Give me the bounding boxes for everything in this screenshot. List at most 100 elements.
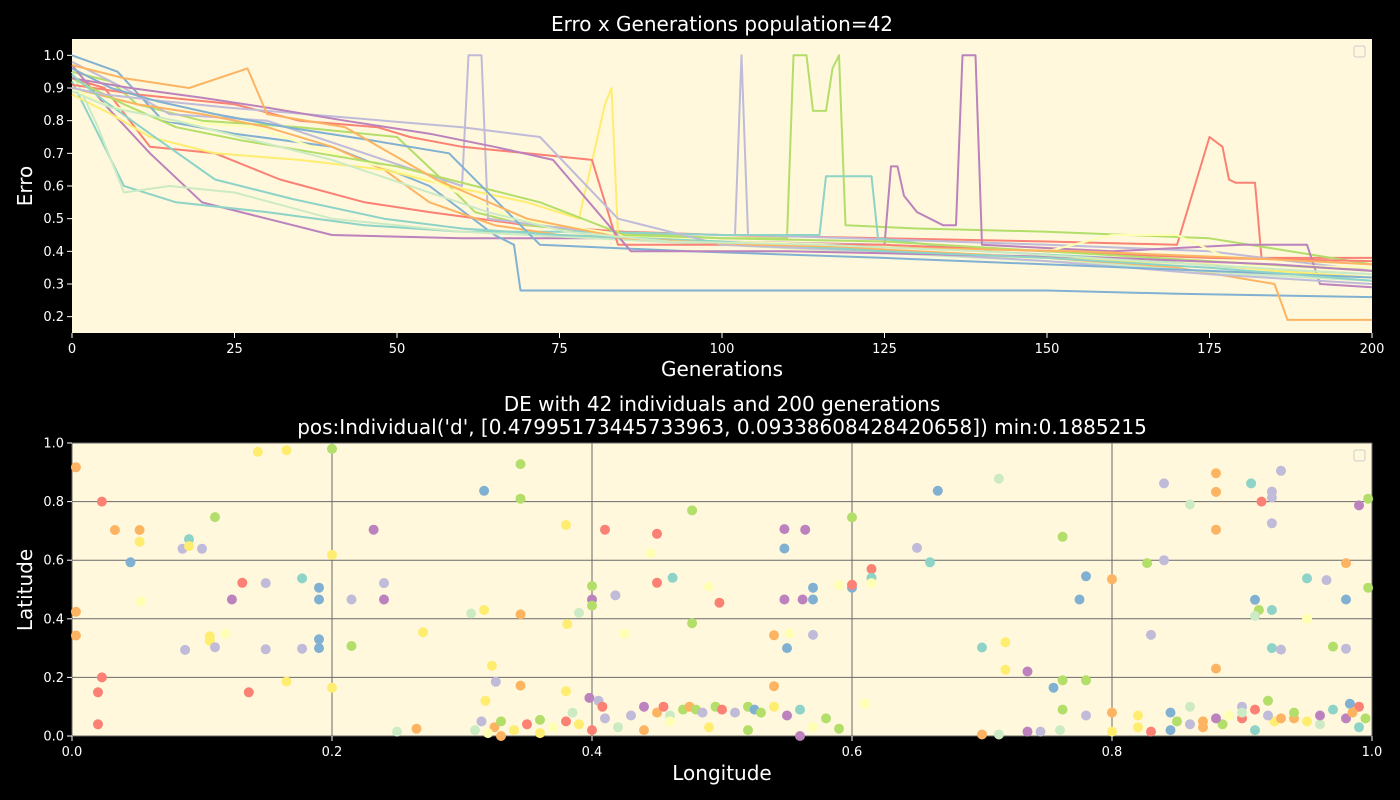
scatter-point xyxy=(808,722,818,733)
y-tick-label: 0.5 xyxy=(43,212,64,227)
y-tick-label: 0.6 xyxy=(43,554,64,569)
scatter-point xyxy=(252,446,263,457)
scatter-point xyxy=(1159,555,1169,566)
scatter-point xyxy=(714,597,725,608)
x-tick-label: 0 xyxy=(68,342,76,357)
scatter-point xyxy=(860,698,870,709)
scatter-point xyxy=(314,594,324,605)
scatter-point xyxy=(93,719,103,730)
scatter-point xyxy=(496,731,506,741)
series-line-13 xyxy=(71,67,1373,279)
scatter-point xyxy=(866,578,877,589)
scatter-point xyxy=(1289,707,1299,718)
scatter-point xyxy=(866,564,877,574)
scatter-point xyxy=(574,607,584,618)
scatter-point xyxy=(134,536,145,547)
series-line-3 xyxy=(71,54,1373,289)
scatter-point xyxy=(834,723,844,734)
scatter-point xyxy=(476,716,487,727)
scatter-point xyxy=(912,542,922,553)
scatter-point xyxy=(1185,499,1195,510)
scatter-point xyxy=(795,731,805,741)
scatter-point xyxy=(808,629,818,640)
scatter-point xyxy=(1237,707,1247,718)
scatter-point xyxy=(1107,707,1117,718)
y-tick-label: 0.4 xyxy=(43,245,64,260)
error-chart-series xyxy=(71,54,1373,321)
scatter-point xyxy=(509,725,519,736)
position-chart-title-line1: DE with 42 individuals and 200 generatio… xyxy=(504,392,941,416)
scatter-point xyxy=(1211,663,1221,674)
scatter-point xyxy=(645,548,656,559)
y-tick-label: 0.9 xyxy=(43,82,64,97)
scatter-point xyxy=(1328,641,1338,652)
scatter-point xyxy=(1057,675,1068,686)
scatter-point xyxy=(1250,725,1260,736)
series-line-1 xyxy=(71,54,1373,266)
scatter-point xyxy=(1224,710,1234,721)
scatter-point xyxy=(808,594,818,605)
scatter-point xyxy=(1266,643,1277,654)
scatter-point xyxy=(1347,707,1358,718)
scatter-point xyxy=(297,643,308,654)
position-chart-y-label: Latitude xyxy=(13,549,37,631)
scatter-point xyxy=(1266,518,1277,529)
scatter-point xyxy=(561,520,571,530)
scatter-point xyxy=(697,707,708,718)
scatter-point xyxy=(314,643,324,654)
scatter-point xyxy=(782,710,792,721)
series-line-15 xyxy=(71,74,1373,282)
scatter-point xyxy=(597,701,608,712)
scatter-point xyxy=(993,473,1004,484)
scatter-point xyxy=(1360,713,1371,724)
scatter-point xyxy=(368,524,379,535)
scatter-point xyxy=(687,618,698,629)
scatter-point xyxy=(639,725,649,736)
scatter-point xyxy=(652,707,662,718)
scatter-point xyxy=(1302,716,1312,727)
scatter-point xyxy=(743,725,753,736)
scatter-point xyxy=(639,701,649,712)
scatter-point xyxy=(1081,675,1091,686)
y-tick-label: 0.2 xyxy=(43,310,64,325)
scatter-point xyxy=(834,580,844,591)
series-line-8 xyxy=(71,71,1373,282)
scatter-point xyxy=(1133,722,1143,733)
scatter-point xyxy=(1341,643,1351,654)
x-tick-label: 150 xyxy=(1035,342,1060,357)
scatter-point xyxy=(93,687,103,698)
scatter-point xyxy=(847,512,857,523)
scatter-point xyxy=(1081,571,1091,582)
scatter-point xyxy=(847,579,857,590)
y-tick-label: 1.0 xyxy=(43,49,64,64)
scatter-point xyxy=(1185,701,1195,712)
scatter-point xyxy=(1302,573,1312,584)
scatter-point xyxy=(652,577,662,588)
scatter-point xyxy=(1328,704,1338,715)
scatter-point xyxy=(704,722,714,733)
position-chart-points xyxy=(70,443,1374,741)
scatter-point xyxy=(483,728,493,739)
scatter-point xyxy=(96,672,107,683)
scatter-point xyxy=(226,594,237,605)
scatter-point xyxy=(925,557,935,568)
scatter-point xyxy=(1276,713,1286,724)
scatter-point xyxy=(1211,468,1221,479)
y-tick-label: 0.8 xyxy=(43,495,64,510)
scatter-point xyxy=(730,707,740,718)
position-chart-y-ticks: 0.0 0.2 0.4 0.6 0.8 1.0 xyxy=(43,437,72,745)
scatter-point xyxy=(1142,558,1153,569)
scatter-point xyxy=(327,443,337,454)
scatter-point xyxy=(769,630,779,641)
x-tick-label: 25 xyxy=(226,342,243,357)
scatter-point xyxy=(184,534,194,545)
error-chart-y-label: Erro xyxy=(13,166,37,207)
scatter-point xyxy=(479,605,490,615)
scatter-point xyxy=(522,719,532,730)
scatter-point xyxy=(667,572,678,583)
x-tick-label: 125 xyxy=(872,342,897,357)
position-chart: DE with 42 individuals and 200 generatio… xyxy=(13,392,1382,785)
scatter-point xyxy=(769,701,779,712)
scatter-point xyxy=(96,496,107,507)
